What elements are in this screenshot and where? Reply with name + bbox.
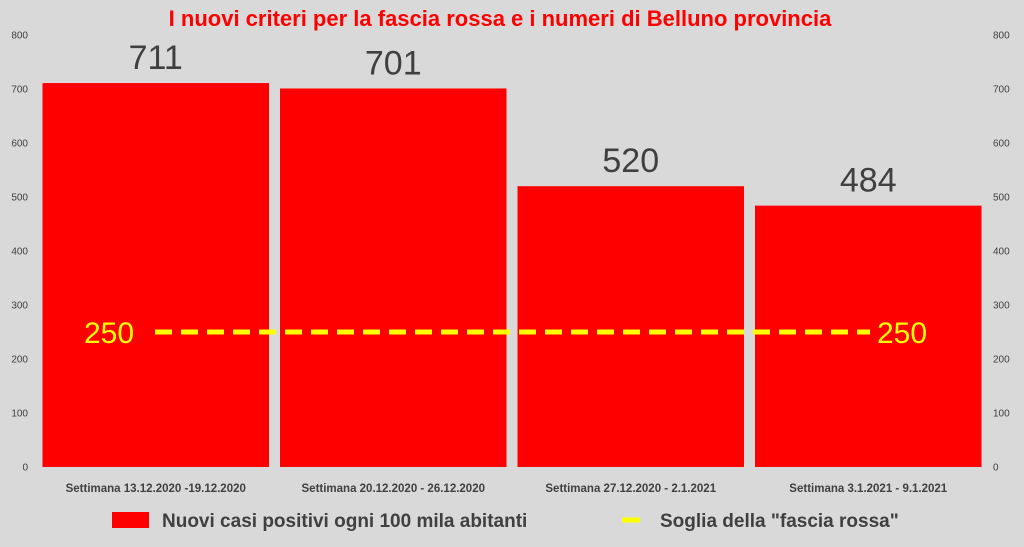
y-tick-label-left: 100 [11, 409, 28, 420]
y-tick-label-left: 400 [11, 247, 28, 258]
y-tick-label-left: 700 [11, 85, 28, 96]
bar-value-label: 520 [602, 142, 659, 180]
bar [42, 83, 269, 467]
y-tick-label-right: 300 [993, 301, 1010, 312]
x-tick-label: Settimana 3.1.2021 - 9.1.2021 [789, 483, 948, 495]
x-tick-label: Settimana 20.12.2020 - 26.12.2020 [302, 483, 486, 495]
y-tick-label-right: 500 [993, 193, 1010, 204]
y-tick-label-right: 600 [993, 139, 1010, 150]
threshold-label-left: 250 [84, 317, 134, 350]
y-tick-label-left: 600 [11, 139, 28, 150]
legend-label-threshold: Soglia della "fascia rossa" [660, 511, 899, 532]
y-tick-label-right: 800 [993, 31, 1010, 42]
y-tick-label-left: 800 [11, 31, 28, 42]
y-tick-label-left: 200 [11, 355, 28, 366]
bar [280, 88, 507, 468]
y-tick-label-right: 200 [993, 355, 1010, 366]
y-tick-label-left: 500 [11, 193, 28, 204]
y-tick-label-left: 0 [22, 463, 28, 474]
y-tick-label-right: 0 [993, 463, 999, 474]
y-tick-label-right: 100 [993, 409, 1010, 420]
bar [755, 205, 982, 467]
chart-title: I nuovi criteri per la fascia rossa e i … [169, 6, 832, 31]
bar-value-label: 484 [840, 162, 897, 200]
y-tick-label-right: 400 [993, 247, 1010, 258]
y-tick-label-right: 700 [993, 85, 1010, 96]
legend-label-bars: Nuovi casi positivi ogni 100 mila abitan… [162, 511, 527, 532]
x-tick-label: Settimana 27.12.2020 - 2.1.2021 [545, 483, 716, 495]
y-tick-label-left: 300 [11, 301, 28, 312]
bar [517, 186, 744, 467]
x-tick-label: Settimana 13.12.2020 -19.12.2020 [66, 483, 246, 495]
bar-value-label: 701 [365, 44, 422, 82]
legend-swatch-bars [112, 512, 149, 528]
bar-value-label: 711 [129, 39, 183, 77]
threshold-label-right: 250 [877, 317, 927, 350]
